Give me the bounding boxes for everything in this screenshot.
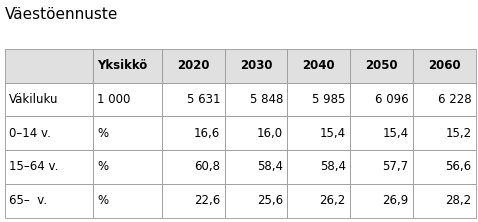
Text: Väkiluku: Väkiluku — [9, 93, 59, 106]
Text: 16,6: 16,6 — [194, 127, 220, 140]
Bar — [162, 150, 225, 184]
Text: %: % — [97, 127, 108, 140]
Text: 58,4: 58,4 — [257, 161, 283, 173]
Bar — [225, 83, 287, 116]
Text: 56,6: 56,6 — [445, 161, 471, 173]
Text: 16,0: 16,0 — [257, 127, 283, 140]
Text: 6 096: 6 096 — [375, 93, 409, 106]
Text: %: % — [97, 161, 108, 173]
Text: 2050: 2050 — [365, 59, 398, 72]
Bar — [287, 150, 350, 184]
Bar — [93, 116, 162, 150]
Text: 5 985: 5 985 — [313, 93, 346, 106]
Bar — [287, 116, 350, 150]
Bar — [350, 150, 413, 184]
Bar — [413, 49, 476, 83]
Bar — [162, 83, 225, 116]
Text: 2020: 2020 — [177, 59, 209, 72]
Text: 15,4: 15,4 — [382, 127, 409, 140]
Bar — [162, 49, 225, 83]
Bar — [287, 184, 350, 218]
Bar — [413, 116, 476, 150]
Text: 1 000: 1 000 — [97, 93, 130, 106]
Bar — [225, 184, 287, 218]
Text: 25,6: 25,6 — [257, 194, 283, 207]
Bar — [350, 49, 413, 83]
Text: 2060: 2060 — [428, 59, 460, 72]
Text: %: % — [97, 194, 108, 207]
Bar — [413, 150, 476, 184]
Bar — [350, 116, 413, 150]
Text: 65–  v.: 65– v. — [9, 194, 47, 207]
Bar — [5, 184, 93, 218]
Text: 58,4: 58,4 — [320, 161, 346, 173]
Text: Yksikkö: Yksikkö — [97, 59, 147, 72]
Bar — [225, 150, 287, 184]
Bar — [287, 83, 350, 116]
Bar — [93, 49, 162, 83]
Text: 22,6: 22,6 — [194, 194, 220, 207]
Bar — [162, 184, 225, 218]
Text: 6 228: 6 228 — [438, 93, 471, 106]
Text: 26,9: 26,9 — [382, 194, 409, 207]
Bar — [93, 83, 162, 116]
Bar — [162, 116, 225, 150]
Bar — [5, 116, 93, 150]
Text: 26,2: 26,2 — [319, 194, 346, 207]
Bar — [5, 49, 93, 83]
Bar — [93, 150, 162, 184]
Text: Väestöennuste: Väestöennuste — [5, 7, 118, 22]
Text: 5 848: 5 848 — [250, 93, 283, 106]
Bar — [225, 116, 287, 150]
Text: 60,8: 60,8 — [194, 161, 220, 173]
Text: 15,4: 15,4 — [320, 127, 346, 140]
Text: 2040: 2040 — [303, 59, 335, 72]
Bar — [350, 83, 413, 116]
Text: 5 631: 5 631 — [187, 93, 220, 106]
Bar — [413, 184, 476, 218]
Bar — [287, 49, 350, 83]
Text: 0–14 v.: 0–14 v. — [9, 127, 51, 140]
Bar — [93, 184, 162, 218]
Bar — [350, 184, 413, 218]
Bar — [5, 150, 93, 184]
Text: 2030: 2030 — [239, 59, 272, 72]
Text: 15,2: 15,2 — [445, 127, 471, 140]
Bar — [5, 83, 93, 116]
Text: 28,2: 28,2 — [445, 194, 471, 207]
Text: 15–64 v.: 15–64 v. — [9, 161, 58, 173]
Bar — [225, 49, 287, 83]
Text: 57,7: 57,7 — [382, 161, 409, 173]
Bar — [413, 83, 476, 116]
